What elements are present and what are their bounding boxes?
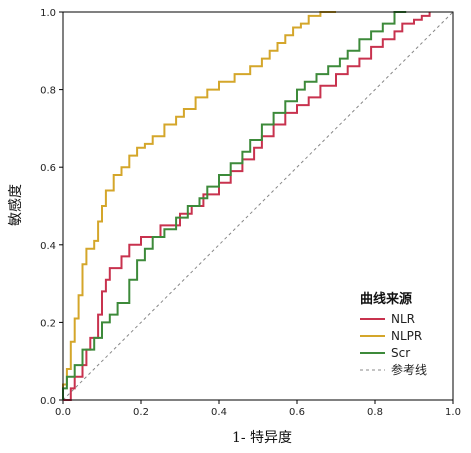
- series-line-nlr: [63, 12, 431, 401]
- legend-title: 曲线来源: [360, 291, 412, 307]
- y-tick-label: 0.8: [40, 86, 56, 97]
- y-tick-label: 1.0: [40, 8, 56, 19]
- x-tick-label: 1.0: [445, 407, 461, 418]
- y-tick-label: 0.6: [40, 163, 56, 174]
- legend: 曲线来源 NLR NLPR Scr 参考线: [360, 291, 427, 377]
- y-tick-label: 0.4: [40, 241, 56, 252]
- x-tick-label: 0.0: [55, 407, 71, 418]
- legend-label: NLR: [391, 312, 415, 326]
- series-line-scr: [62, 11, 407, 400]
- y-tick-label: 0.2: [40, 318, 56, 329]
- legend-label: NLPR: [391, 329, 422, 343]
- x-axis-title: 1- 特异度: [232, 430, 292, 446]
- legend-label: Scr: [391, 346, 410, 360]
- plot-frame: [62, 11, 454, 401]
- y-axis-title: 敏感度: [7, 184, 24, 226]
- reference-line: [62, 11, 454, 401]
- reference-line-layer: [62, 11, 454, 401]
- x-tick-label: 0.6: [289, 407, 305, 418]
- legend-label: 参考线: [391, 362, 427, 377]
- y-tick-label: 0.0: [40, 396, 56, 407]
- x-tick-label: 0.2: [133, 407, 149, 418]
- series-line-nlpr: [62, 11, 336, 400]
- x-tick-label: 0.4: [211, 407, 227, 418]
- axis-ticks: 0.0 0.2 0.4 0.6 0.8 1.0 0.0 0.2 0.4 0.6 0.8 1.0: [40, 8, 461, 418]
- x-tick-label: 0.8: [367, 407, 383, 418]
- roc-curves: [62, 11, 431, 401]
